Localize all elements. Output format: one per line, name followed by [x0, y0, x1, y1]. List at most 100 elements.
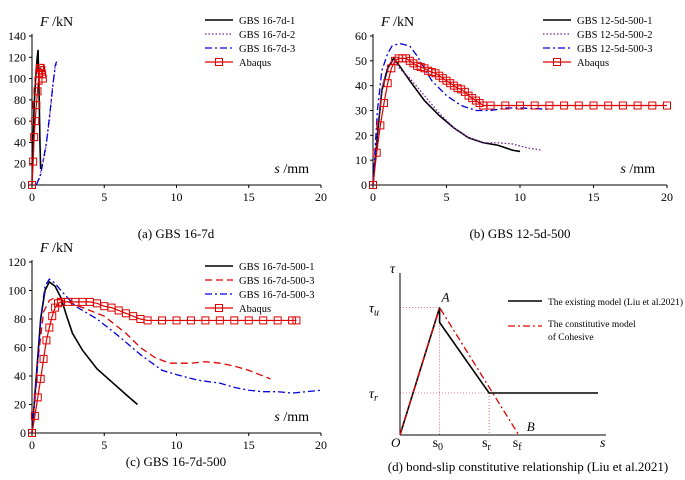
legend-label: GBS 12-5d-500-2	[577, 30, 653, 41]
point-label-A: A	[441, 290, 450, 305]
data-point-marker	[38, 70, 47, 79]
origin-label: O	[391, 435, 401, 450]
data-point-marker	[51, 303, 60, 312]
x-axis-label: s /mm	[274, 162, 309, 177]
point-label-B: B	[527, 419, 535, 434]
data-point-marker	[230, 316, 239, 325]
x-tick-label: 5	[444, 190, 450, 204]
data-point-marker	[501, 101, 510, 110]
chart-caption: (b) GBS 12-5d-500	[469, 226, 570, 241]
data-point-marker	[288, 316, 297, 325]
y-tick-label: 80	[14, 93, 26, 107]
x-tick-label: 0	[29, 190, 35, 204]
y-axis-label: F /kN	[380, 15, 414, 30]
data-point-marker	[618, 101, 627, 110]
x-tick-label: 20	[315, 190, 327, 204]
x-tick-label: 15	[243, 438, 255, 452]
data-point-marker	[376, 121, 385, 130]
series-line	[372, 59, 543, 186]
y-tick-label: 0	[361, 178, 367, 192]
data-point-marker	[31, 117, 40, 126]
x-tick-label: 0	[29, 438, 35, 452]
sr-label: sr	[482, 436, 491, 453]
chart-c: 0 5 10 15 20 0 20 40 60 80 100 120 F /kN s /mm GBS 16-…	[8, 241, 327, 469]
data-point-marker	[560, 101, 569, 110]
y-tick-label: 120	[8, 255, 26, 269]
legend-label: GBS 16-7d-500-1	[239, 262, 315, 273]
data-point-marker	[42, 336, 51, 345]
legend-label: GBS 16-7d-2	[239, 30, 295, 41]
legend-label: The existing model (Liu et al.2021)	[548, 297, 683, 308]
y-tick-label: 50	[355, 54, 367, 68]
legend-label: GBS 16-7d-500-3	[239, 276, 315, 287]
data-point-marker	[37, 66, 46, 75]
x-axis-label: s	[600, 436, 606, 451]
data-point-marker	[648, 101, 657, 110]
data-point-marker	[54, 299, 63, 308]
data-point-marker	[574, 101, 583, 110]
data-point-marker	[36, 374, 45, 383]
data-point-marker	[486, 101, 495, 110]
chart-caption: (c) GBS 16-7d-500	[126, 454, 226, 469]
data-point-marker	[292, 316, 301, 325]
y-tick-label: 40	[14, 369, 26, 383]
data-point-marker	[215, 316, 224, 325]
existing-model-line	[399, 307, 598, 436]
y-tick-label: 20	[14, 157, 26, 171]
data-point-marker	[172, 316, 181, 325]
chart-a: 0 5 10 15 20 0 20 40 60 80 100 120 140 F /kN s /mm GBS …	[8, 15, 327, 241]
series-line	[31, 49, 42, 186]
legend-marker	[215, 304, 223, 312]
y-tick-label: 0	[20, 178, 26, 192]
data-point-marker	[604, 101, 613, 110]
x-tick-label: 10	[514, 190, 526, 204]
data-point-marker	[545, 101, 554, 110]
x-tick-label: 20	[315, 438, 327, 452]
legend-marker	[553, 58, 561, 66]
y-tick-label: 0	[20, 426, 26, 440]
x-tick-label: 20	[661, 190, 673, 204]
x-tick-label: 5	[101, 438, 107, 452]
tau-r-label: τr	[369, 387, 378, 404]
sf-label: sf	[513, 436, 522, 453]
y-tick-label: 60	[14, 114, 26, 128]
x-tick-label: 0	[370, 190, 376, 204]
data-point-marker	[589, 101, 598, 110]
x-tick-label: 10	[171, 438, 183, 452]
y-tick-label: 20	[355, 128, 367, 142]
series-line	[31, 301, 297, 434]
data-point-marker	[516, 101, 524, 110]
x-axis-label: s /mm	[620, 162, 655, 177]
y-axis-label: F /kN	[39, 15, 73, 30]
legend-label: Abaqus	[239, 304, 271, 315]
data-point-marker	[39, 354, 48, 363]
data-point-marker	[372, 148, 381, 157]
data-point-marker	[186, 316, 195, 325]
series-line	[34, 62, 58, 186]
data-point-marker	[36, 63, 45, 72]
data-point-marker	[30, 411, 39, 420]
legend-label: GBS 12-5d-500-3	[577, 44, 653, 55]
y-tick-label: 120	[8, 50, 26, 64]
data-point-marker	[29, 157, 38, 166]
data-point-marker	[158, 316, 167, 325]
data-point-marker	[33, 393, 42, 402]
y-axis-label: F /kN	[39, 241, 73, 256]
tau-u-label: τu	[369, 302, 379, 319]
data-point-marker	[273, 316, 282, 325]
x-tick-label: 5	[101, 190, 107, 204]
data-point-marker	[143, 316, 152, 325]
x-tick-label: 10	[171, 190, 183, 204]
data-point-marker	[33, 87, 42, 96]
chart-d: τ s O A Bτu τr s0 sr sf The existing model (Liu e…	[369, 262, 683, 474]
data-point-marker	[32, 101, 41, 110]
data-point-marker	[633, 101, 642, 110]
data-point-marker	[38, 74, 47, 83]
y-tick-label: 60	[355, 29, 367, 43]
s0-label: s0	[433, 436, 443, 453]
y-tick-label: 40	[14, 135, 26, 149]
y-tick-label: 60	[14, 341, 26, 355]
data-point-marker	[663, 101, 671, 110]
y-tick-label: 40	[355, 79, 367, 93]
